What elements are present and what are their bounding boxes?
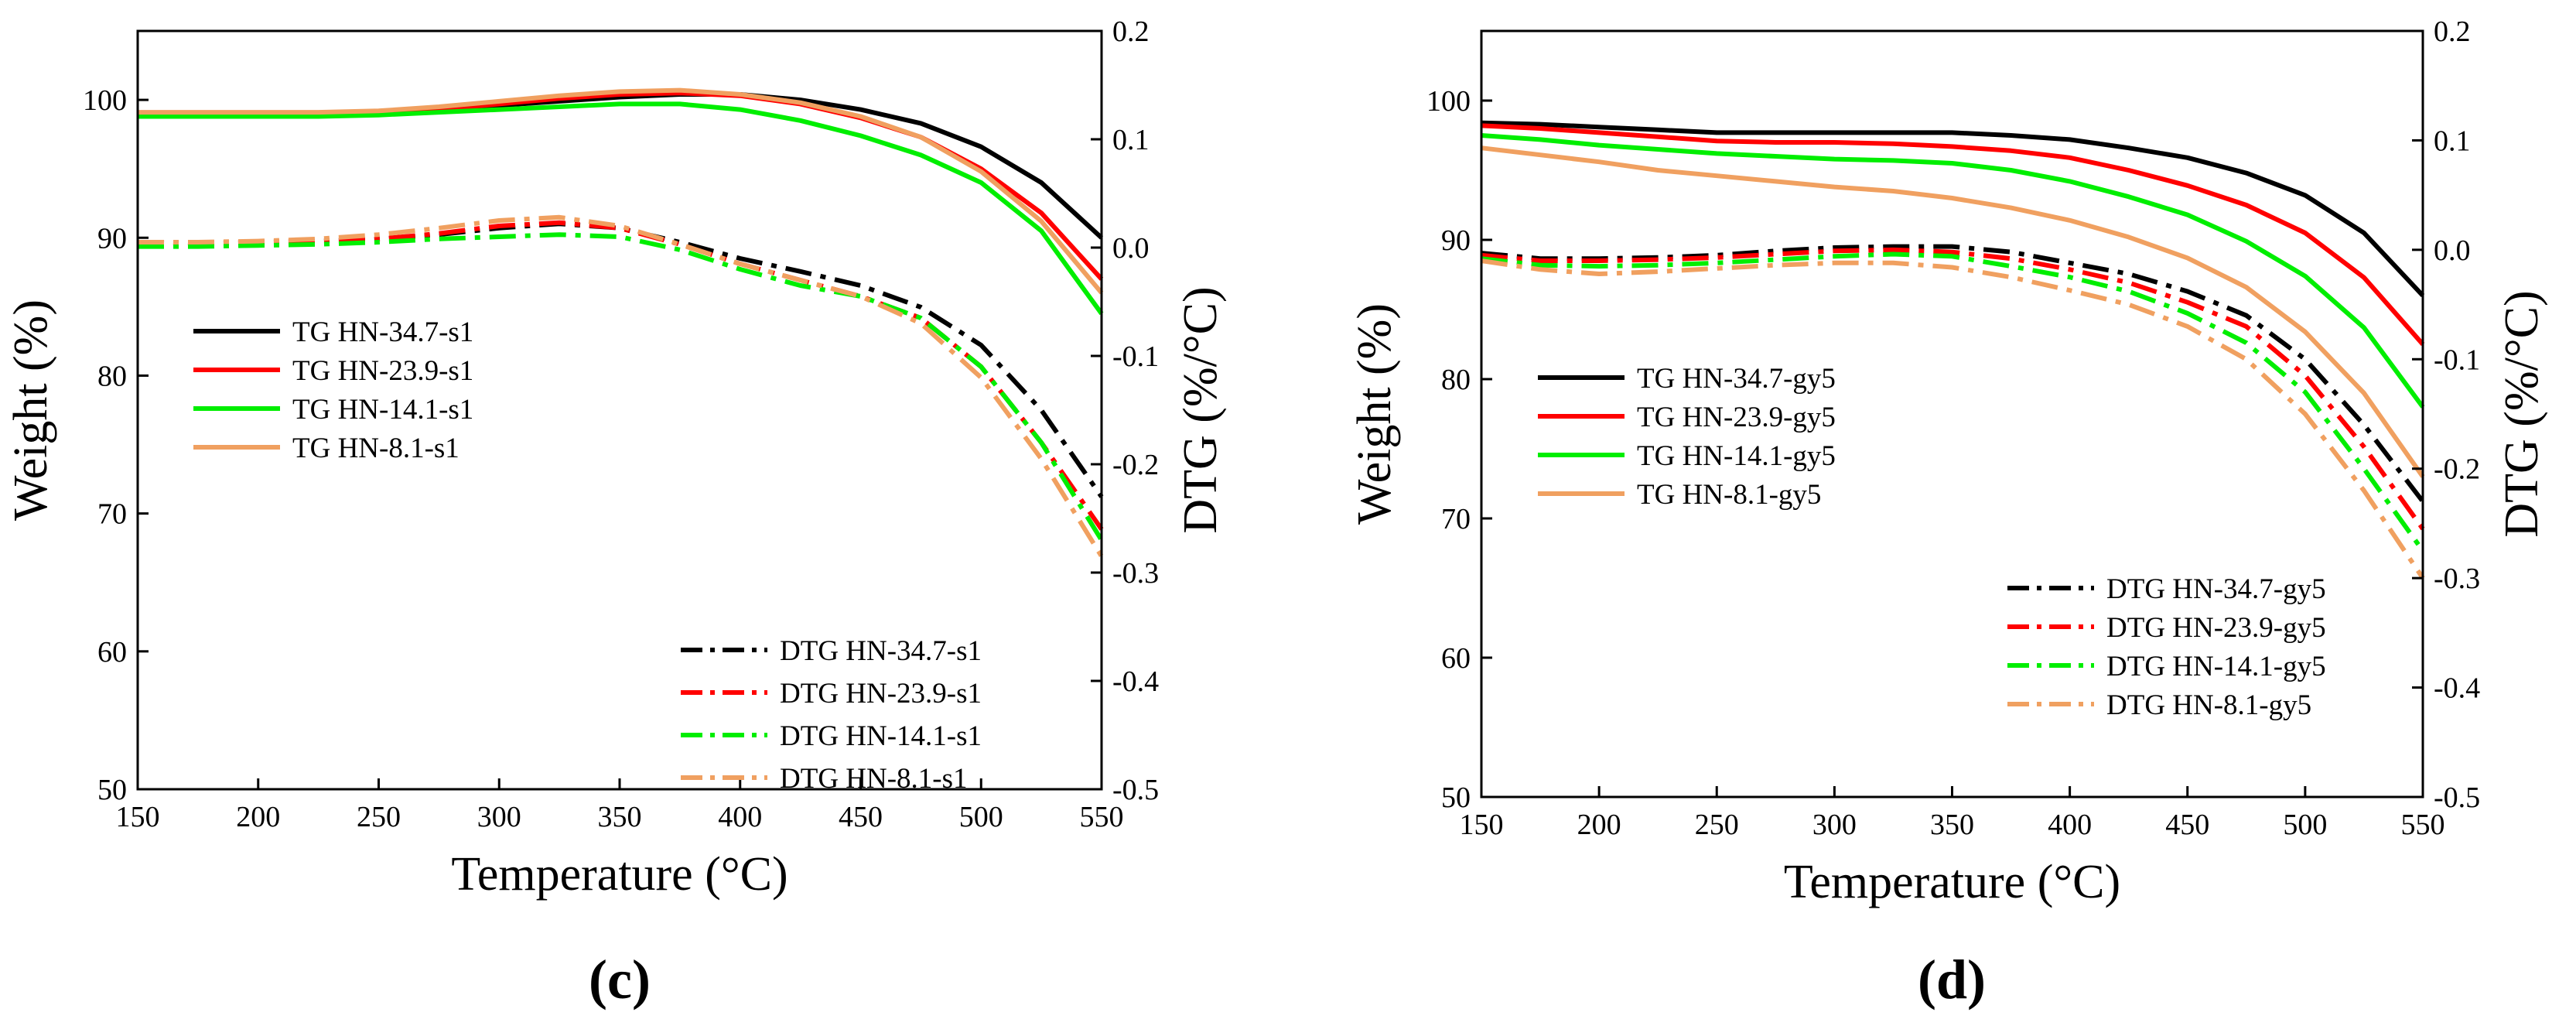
legend-entry: TG HN-14.1-s1 bbox=[292, 394, 473, 426]
y2-tick-label: -0.1 bbox=[1112, 340, 1159, 373]
x-tick-label: 550 bbox=[1080, 801, 1124, 833]
series-line-dtg-hn-34-7-s1 bbox=[137, 221, 1104, 498]
legend-entry: DTG HN-23.9-gy5 bbox=[2106, 612, 2326, 644]
x-tick-label: 200 bbox=[236, 801, 280, 833]
y2-tick-label: -0.4 bbox=[1112, 665, 1159, 698]
legend-entry: TG HN-23.9-gy5 bbox=[1637, 402, 1836, 433]
series-line-tg-hn-23-9-gy5 bbox=[1481, 123, 2425, 346]
series-line-dtg-hn-8-1-s1 bbox=[138, 214, 1104, 558]
y-tick-label: 70 bbox=[1441, 503, 1471, 535]
y2-tick-label: 0.0 bbox=[2434, 234, 2471, 267]
x-tick-label: 450 bbox=[2165, 809, 2209, 841]
y-tick-label: 80 bbox=[1441, 364, 1471, 396]
y2-tick-label: -0.4 bbox=[2434, 672, 2480, 705]
y-tick-label: 100 bbox=[83, 84, 127, 117]
legend-entry: DTG HN-34.7-gy5 bbox=[2106, 573, 2326, 605]
x-tick-label: 350 bbox=[598, 801, 642, 833]
x-axis-title: Temperature (°C) bbox=[451, 848, 787, 901]
y-tick-label: 70 bbox=[97, 498, 127, 531]
legend-entry: TG HN-8.1-s1 bbox=[292, 433, 460, 464]
x-tick-label: 250 bbox=[357, 801, 401, 833]
series-line-dtg-hn-14-1-s1 bbox=[138, 232, 1104, 542]
series-line-dtg-hn-23-9-s1 bbox=[137, 220, 1104, 531]
chart-panel-d: 150 200 250 300 350 400 450 500 550 50 60 70 80 90 100… bbox=[1348, 15, 2548, 1011]
legend-entry: DTG HN-8.1-gy5 bbox=[2106, 689, 2311, 721]
x-tick-label: 200 bbox=[1577, 809, 1621, 841]
legend-entry: DTG HN-34.7-s1 bbox=[780, 635, 982, 667]
series-line-tg-hn-14-1-s1 bbox=[138, 101, 1104, 316]
series-line-tg-hn-34-7-gy5 bbox=[1481, 120, 2425, 298]
x-tick-label: 500 bbox=[959, 801, 1003, 833]
y-tick-label: 100 bbox=[1426, 85, 1471, 118]
legend-entry: TG HN-23.9-s1 bbox=[292, 355, 473, 387]
y2-tick-label: 0.1 bbox=[2434, 125, 2471, 157]
chart-panel-c: 150 200 250 300 350 400 450 500 550 50 60 70 80 90 100… bbox=[5, 15, 1227, 1011]
legend-entry: TG HN-34.7-gy5 bbox=[1637, 363, 1836, 395]
legend-entry: DTG HN-14.1-gy5 bbox=[2106, 651, 2326, 682]
y-tick-label: 50 bbox=[1441, 781, 1471, 814]
y2-tick-label: 0.2 bbox=[2434, 15, 2471, 48]
y2-tick-label: -0.2 bbox=[2434, 453, 2480, 486]
y2-tick-label: 0.1 bbox=[1112, 124, 1150, 156]
y2-tick-label: -0.3 bbox=[1112, 557, 1159, 590]
x-tick-label: 400 bbox=[718, 801, 762, 833]
legend-tg: TG HN-34.7-s1 TG HN-23.9-s1 TG HN-14.1-s1 T… bbox=[193, 316, 473, 464]
y2-tick-label: -0.5 bbox=[1112, 774, 1159, 806]
legend-entry: DTG HN-14.1-s1 bbox=[780, 720, 982, 752]
y2-axis-title: DTG (%/°C) bbox=[2496, 290, 2548, 537]
x-tick-label: 150 bbox=[116, 801, 160, 833]
y2-tick-label: -0.5 bbox=[2434, 781, 2480, 814]
legend-entry: TG HN-8.1-gy5 bbox=[1637, 479, 1821, 511]
y2-axis-title: DTG (%/°C) bbox=[1174, 286, 1227, 533]
y-tick-label: 90 bbox=[97, 222, 127, 255]
x-tick-label: 550 bbox=[2401, 809, 2445, 841]
y-tick-label: 60 bbox=[1441, 642, 1471, 675]
y-tick-label: 90 bbox=[1441, 224, 1471, 257]
y2-tick-label: 0.0 bbox=[1112, 232, 1150, 265]
series-line-tg-hn-23-9-s1 bbox=[138, 91, 1104, 281]
y2-tick-label: -0.1 bbox=[2434, 344, 2480, 376]
y2-tick-label: -0.3 bbox=[2434, 563, 2480, 595]
legend-entry: TG HN-34.7-s1 bbox=[292, 316, 473, 348]
series-line-tg-hn-8-1-gy5 bbox=[1481, 145, 2425, 478]
legend-entry: DTG HN-23.9-s1 bbox=[780, 678, 982, 710]
series-line-tg-hn-14-1-gy5 bbox=[1481, 133, 2425, 409]
x-tick-label: 400 bbox=[2048, 809, 2092, 841]
x-tick-label: 300 bbox=[1812, 809, 1857, 841]
x-tick-label: 250 bbox=[1695, 809, 1739, 841]
y2-tick-label: 0.2 bbox=[1112, 15, 1150, 48]
y-axis-title: Weight (%) bbox=[1348, 303, 1401, 525]
x-tick-label: 150 bbox=[1460, 809, 1504, 841]
x-tick-label: 450 bbox=[839, 801, 883, 833]
series-line-dtg-hn-14-1-gy5 bbox=[1481, 251, 2425, 552]
series-line-tg-hn-8-1-s1 bbox=[138, 87, 1104, 295]
y-tick-label: 60 bbox=[97, 636, 127, 669]
x-tick-label: 350 bbox=[1930, 809, 1974, 841]
legend-tg: TG HN-34.7-gy5 TG HN-23.9-gy5 TG HN-14.1-g… bbox=[1538, 363, 1836, 511]
y-tick-label: 50 bbox=[97, 774, 127, 806]
x-tick-label: 500 bbox=[2283, 809, 2327, 841]
legend-entry: DTG HN-8.1-s1 bbox=[780, 763, 968, 795]
legend-dtg: DTG HN-34.7-s1 DTG HN-23.9-s1 DTG HN-14.1-… bbox=[681, 635, 982, 795]
panel-label: (c) bbox=[589, 949, 651, 1011]
x-axis-title: Temperature (°C) bbox=[1784, 856, 2120, 908]
legend-entry: TG HN-14.1-gy5 bbox=[1637, 440, 1836, 472]
x-tick-label: 300 bbox=[477, 801, 521, 833]
y-tick-label: 80 bbox=[97, 360, 127, 392]
plot-frame bbox=[136, 29, 1103, 791]
series-line-dtg-hn-23-9-gy5 bbox=[1481, 247, 2425, 531]
series-line-dtg-hn-8-1-gy5 bbox=[1481, 258, 2425, 580]
legend-dtg: DTG HN-34.7-gy5 DTG HN-23.9-gy5 DTG HN-14.… bbox=[2007, 573, 2326, 721]
y-axis-title: Weight (%) bbox=[5, 299, 57, 521]
panel-label: (d) bbox=[1918, 949, 1986, 1011]
y2-tick-label: -0.2 bbox=[1112, 449, 1159, 481]
